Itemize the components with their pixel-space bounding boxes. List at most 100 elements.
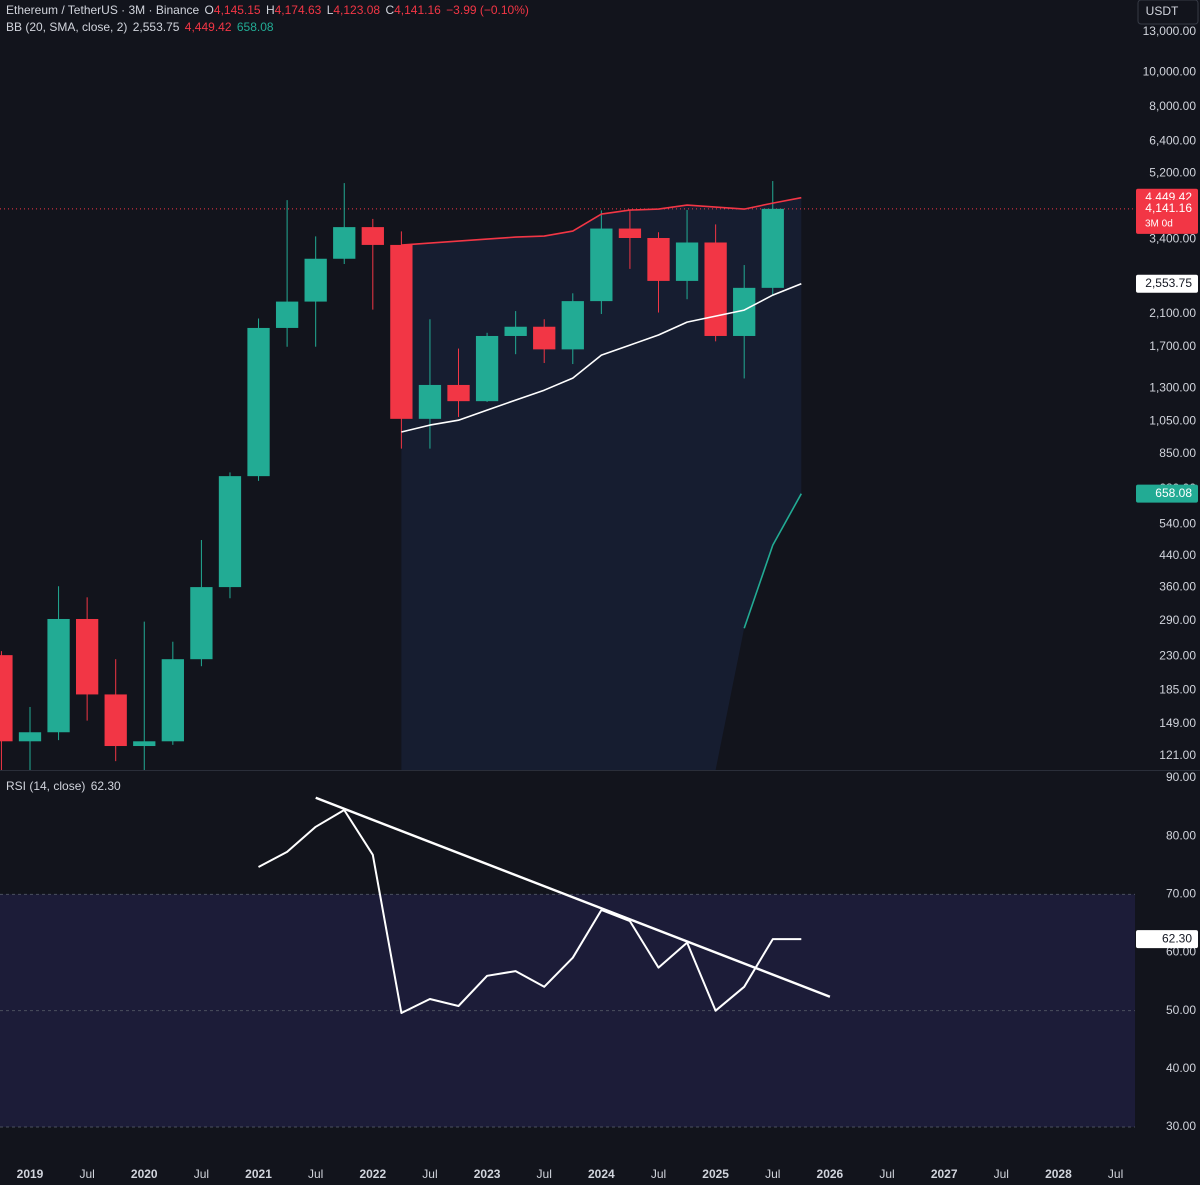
candle-body [618,228,642,239]
rsi-tag-bg [1136,930,1198,949]
y-tick-label: 6,400.00 [1149,134,1196,148]
legend-bb: BB (20, SMA, close, 2) 2,553.75 4,449.42… [6,20,274,34]
candle-body [133,741,156,747]
x-tick-label: Jul [651,1167,666,1181]
currency-button[interactable] [1137,0,1199,25]
rsi-tag: 62.30 [1162,931,1192,945]
x-tick-label: Jul [994,1167,1009,1181]
candle-body [0,655,13,742]
y-tick-label: 3,400.00 [1149,232,1196,246]
band-fill [401,197,802,770]
ohlc-label: O [205,3,214,17]
y-tick-label: 149.00 [1159,716,1196,730]
indicator-name: BB (20, SMA, close, 2) [6,20,127,34]
x-tick-label: Jul [422,1167,437,1181]
ohlc-label: H [266,3,275,17]
y-tick-label: 80.00 [1166,828,1196,842]
ohlc-label: C [385,3,394,17]
bb-lower-tag: 658.08 [1155,486,1192,500]
candle-body [18,732,42,742]
ohlc-value: 4,174.63 [275,3,322,17]
price-marks [0,181,802,770]
candle-body [218,476,242,588]
bb-basis-tag-bg [1136,274,1198,293]
bb-lower [743,493,802,629]
bb-basis-tag: 2,553.75 [1145,276,1192,290]
candle-body [75,618,99,695]
candle-body [390,244,413,419]
x-tick-label: Jul [537,1167,552,1181]
x-tick-label: 2022 [359,1167,386,1181]
candle-body [47,618,70,733]
candle-body [561,301,584,350]
x-tick-label: 2025 [702,1167,729,1181]
y-tick-label: 5,200.00 [1149,166,1196,180]
candle-body [475,335,499,402]
y-tick-label: 8,000.00 [1149,99,1196,113]
x-tick-label: Jul [79,1167,94,1181]
x-tick-label: 2026 [817,1167,844,1181]
currency[interactable]: USDT [1146,4,1179,18]
y-tick-label: 290.00 [1159,613,1196,627]
candle-body [190,587,213,660]
y-tick-label: 50.00 [1166,1003,1196,1017]
x-tick-label: Jul [194,1167,209,1181]
candle-body [447,384,470,402]
y-tick-label: 360.00 [1159,579,1196,593]
indicator-name: RSI (14, close) [6,779,85,793]
x-tick-label: 2028 [1045,1167,1072,1181]
bb-basis [401,282,802,433]
y-tick-label: 40.00 [1166,1061,1196,1075]
x-tick-label: Jul [765,1167,780,1181]
x-tick-label: 2027 [931,1167,958,1181]
candle-body [418,384,442,419]
y-tick-label: 10,000.00 [1143,64,1197,78]
y-tick-label: 121.00 [1159,748,1196,762]
x-tick-label: Jul [1108,1167,1123,1181]
candle-body [590,228,613,302]
candle-body [161,659,184,742]
x-tick-label: 2019 [17,1167,44,1181]
x-tick-label: Jul [879,1167,894,1181]
y-tick-label: 1,700.00 [1149,339,1196,353]
y-tick-label: 30.00 [1166,1119,1196,1133]
ohlc-value: 4,145.15 [214,3,261,17]
symbol: Ethereum / TetherUS · 3M · Binance [6,3,200,17]
x-tick-label: 2020 [131,1167,158,1181]
price-pane [0,197,1135,770]
y-tick-label: 13,000.00 [1143,24,1197,38]
rsi-value: 62.30 [91,779,121,793]
bb-upper-value: 4,449.42 [185,20,232,34]
rsi-pane [0,796,1135,1128]
bb-upper [401,196,802,246]
x-tick-label: 2021 [245,1167,272,1181]
rsi-zone [0,894,1135,1128]
bar-countdown: 3M 0d [1145,218,1173,229]
y-tick-label: 185.00 [1159,682,1196,696]
bb-lower-value: 658.08 [237,20,274,34]
candle-body [675,242,699,281]
candle-body [504,326,527,336]
ohlc-value: 4,123.08 [333,3,380,17]
y-tick-label: 230.00 [1159,649,1196,663]
candle-body [333,227,356,259]
rsi-line [258,809,802,1014]
trendline [315,796,831,998]
y-tick-label: 70.00 [1166,886,1196,900]
axes: 121.00 149.00 185.00 230.00 290.00 360.00 440.… [17,24,1198,1181]
y-tick-label: 60.00 [1166,945,1196,959]
ohlc-value: 4,141.16 [394,3,441,17]
change: −3.99 (−0.10%) [446,3,529,17]
y-tick-label: 1,300.00 [1149,380,1196,394]
y-tick-label: 90.00 [1166,770,1196,784]
candle-body [647,238,670,281]
ohlc-label: L [327,3,334,17]
candle-body [247,327,270,477]
y-tick-label: 2,100.00 [1149,306,1196,320]
x-tick-label: 2023 [474,1167,501,1181]
y-tick-label: 850.00 [1159,446,1196,460]
bb-lower-tag-bg [1136,484,1198,503]
close-tag-bg [1136,199,1198,234]
candle-body [361,227,384,245]
